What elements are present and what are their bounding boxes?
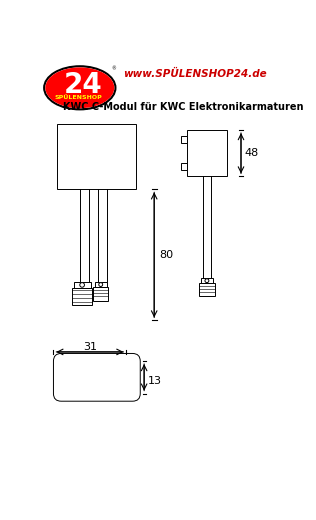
Bar xyxy=(74,282,91,288)
Text: 48: 48 xyxy=(245,148,259,158)
Text: SPÜLENSHOP: SPÜLENSHOP xyxy=(54,95,102,100)
Text: 13: 13 xyxy=(148,376,162,386)
Bar xyxy=(94,282,107,287)
FancyBboxPatch shape xyxy=(53,354,140,401)
Circle shape xyxy=(99,283,103,287)
Bar xyxy=(93,287,108,301)
Bar xyxy=(180,136,187,143)
Bar xyxy=(72,288,92,305)
Text: ®: ® xyxy=(112,66,116,71)
Bar xyxy=(187,130,227,176)
Bar xyxy=(57,124,137,189)
Bar xyxy=(201,278,213,283)
Bar xyxy=(199,283,215,296)
Ellipse shape xyxy=(44,66,115,109)
Bar xyxy=(180,163,187,170)
Text: 24: 24 xyxy=(64,71,102,99)
Text: KWC C-Modul für KWC Elektronikarmaturen: KWC C-Modul für KWC Elektronikarmaturen xyxy=(63,102,303,112)
Ellipse shape xyxy=(45,68,114,108)
Text: 80: 80 xyxy=(160,250,174,260)
Text: 31: 31 xyxy=(83,342,97,352)
Circle shape xyxy=(80,283,84,287)
Circle shape xyxy=(205,279,209,283)
Text: www.SPÜLENSHOP24.de: www.SPÜLENSHOP24.de xyxy=(123,69,266,79)
